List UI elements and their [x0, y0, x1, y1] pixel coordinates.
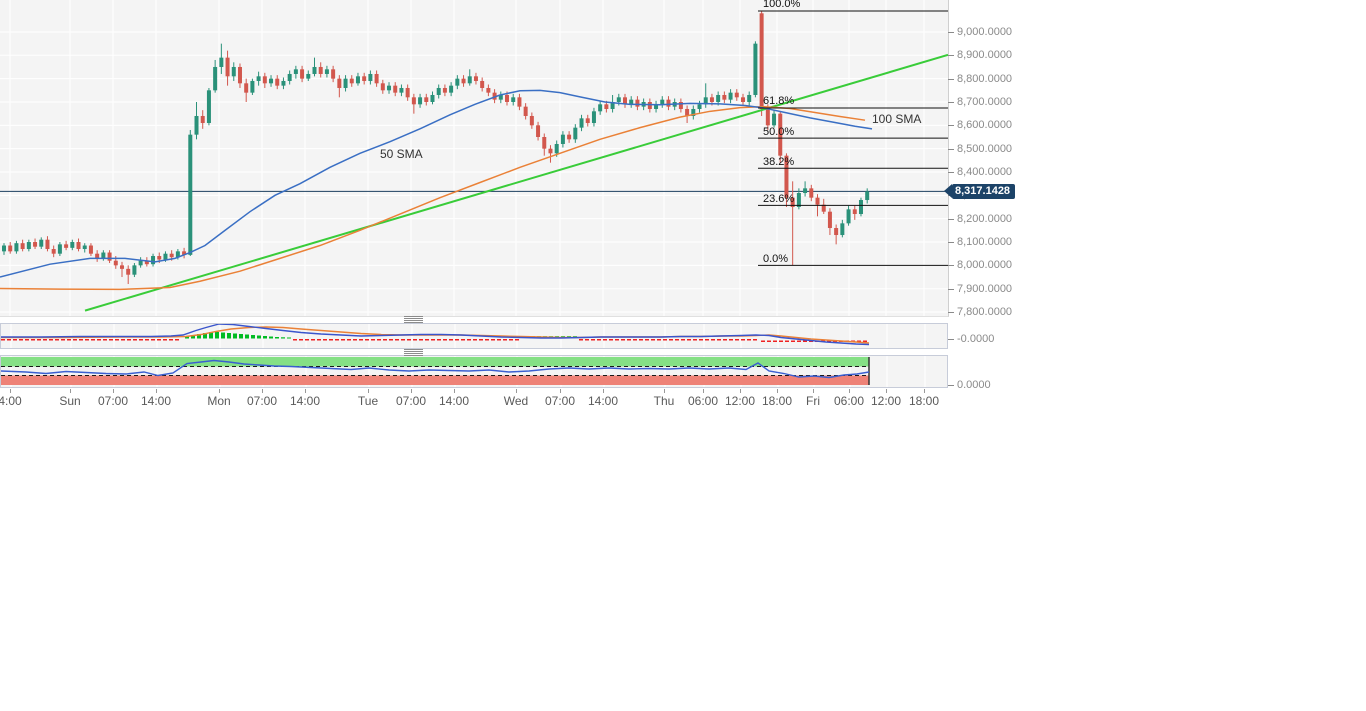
time-axis-label: 07:00	[544, 394, 576, 408]
indicator-axis-label: -0.0000	[957, 332, 995, 345]
time-tick	[113, 389, 114, 393]
time-tick	[516, 389, 517, 393]
current-price-badge: 8,317.1428	[952, 184, 1016, 199]
price-tick	[948, 218, 954, 220]
sma100-label: 100 SMA	[872, 112, 922, 126]
time-axis[interactable]: 4:00 Sun 07:00 14:00 Mon 07:00 14:00 Tue 07:00 14…	[0, 388, 1030, 412]
fib-level-label: 100.0%	[763, 0, 801, 10]
time-axis-label: 12:00	[870, 394, 902, 408]
price-axis-label: 8,600.0000	[957, 119, 1013, 132]
price-tick	[948, 101, 954, 103]
time-tick	[664, 389, 665, 393]
time-axis-label: Thu	[653, 394, 675, 408]
time-axis-label: 07:00	[246, 394, 278, 408]
time-axis-label: 14:00	[140, 394, 172, 408]
price-tick	[948, 242, 954, 244]
macd-indicator-panel[interactable]	[0, 323, 948, 349]
price-tick	[948, 312, 954, 314]
sma50-label: 50 SMA	[380, 147, 423, 161]
price-axis-label: 8,700.0000	[957, 95, 1013, 108]
price-axis[interactable]: 9,000.0000 8,900.0000 8,800.0000 8,700.0000…	[948, 0, 1028, 320]
price-axis-label: 8,100.0000	[957, 236, 1013, 249]
price-axis-label: 7,900.0000	[957, 282, 1013, 295]
price-chart-plot[interactable]: 50 SMA 100 SMA 100.0% 61.8% 50.0% 38.2% 23.6…	[0, 0, 949, 317]
time-tick	[156, 389, 157, 393]
time-axis-label: 14:00	[438, 394, 470, 408]
price-tick	[948, 172, 954, 173]
fib-level-label: 0.0%	[763, 253, 789, 265]
time-tick	[10, 389, 11, 393]
time-tick	[262, 389, 263, 393]
time-axis-label: 06:00	[687, 394, 719, 408]
time-axis-label: 18:00	[908, 394, 940, 408]
price-axis-label: 8,900.0000	[957, 49, 1013, 62]
price-axis-label: 8,400.0000	[957, 166, 1013, 178]
price-axis-label: 7,800.0000	[957, 306, 1013, 319]
stochastic-chart	[1, 356, 926, 387]
price-tick	[948, 31, 954, 33]
time-axis-label: Fri	[806, 394, 820, 408]
time-axis-label: 06:00	[833, 394, 865, 408]
time-tick	[924, 389, 925, 393]
time-axis-label: 18:00	[761, 394, 793, 408]
current-price-badge-arrow	[944, 184, 952, 198]
price-axis-label: 8,200.0000	[957, 212, 1013, 225]
time-tick	[454, 389, 455, 393]
chart-root: 50 SMA 100 SMA 100.0% 61.8% 50.0% 38.2% 23.6…	[0, 0, 1030, 412]
time-axis-label: Tue	[357, 394, 379, 408]
stochastic-indicator-panel[interactable]	[0, 355, 948, 388]
time-axis-label: Wed	[503, 394, 529, 408]
time-tick	[219, 389, 220, 393]
candlestick-chart	[0, 0, 948, 316]
panel-resize-handle-2[interactable]	[404, 349, 423, 356]
time-axis-label: Mon	[207, 394, 231, 408]
indicator-axis-label: 0.0000	[957, 379, 991, 391]
price-tick	[948, 125, 954, 127]
price-axis-label: 9,000.0000	[957, 25, 1013, 38]
time-axis-label: 12:00	[724, 394, 756, 408]
time-tick	[603, 389, 604, 393]
time-axis-label: 14:00	[587, 394, 619, 408]
fib-level-label: 50.0%	[763, 126, 795, 138]
time-axis-label: 07:00	[97, 394, 129, 408]
fib-level-label: 23.6%	[763, 193, 795, 205]
time-axis-label: 4:00	[0, 394, 22, 408]
time-tick	[740, 389, 741, 393]
time-axis-label: 07:00	[395, 394, 427, 408]
time-tick	[849, 389, 850, 393]
price-tick	[948, 148, 954, 150]
price-axis-label: 8,800.0000	[957, 72, 1013, 85]
time-tick	[777, 389, 778, 393]
fib-level-label: 38.2%	[763, 156, 795, 168]
price-axis-label: 8,500.0000	[957, 142, 1013, 155]
indicator-axis-tick	[948, 385, 954, 386]
time-tick	[813, 389, 814, 393]
price-tick	[948, 265, 954, 267]
macd-chart	[1, 324, 926, 348]
time-tick	[305, 389, 306, 393]
time-tick	[70, 389, 71, 393]
price-tick	[948, 78, 954, 80]
time-tick	[368, 389, 369, 393]
fib-level-label: 61.8%	[763, 95, 795, 107]
indicator-axis-tick	[948, 338, 954, 340]
price-tick	[948, 288, 954, 290]
price-tick	[948, 55, 954, 57]
time-tick	[703, 389, 704, 393]
time-tick	[411, 389, 412, 393]
time-axis-label: Sun	[59, 394, 81, 408]
time-tick	[560, 389, 561, 393]
price-axis-label: 8,000.0000	[957, 259, 1013, 272]
time-axis-label: 14:00	[289, 394, 321, 408]
panel-resize-handle-1[interactable]	[404, 316, 423, 323]
time-tick	[886, 389, 887, 393]
